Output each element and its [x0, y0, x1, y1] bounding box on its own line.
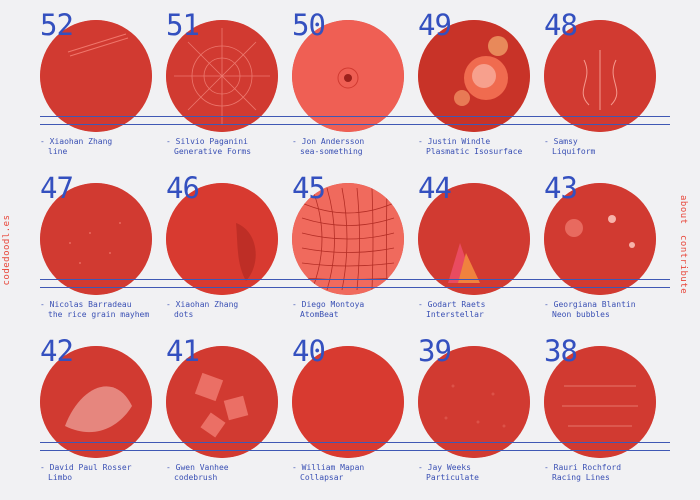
doodle-number: 44 [418, 171, 452, 205]
doodle-author: - Gwen Vanhee [166, 463, 229, 472]
doodle-title: dots [174, 310, 194, 319]
doodle-card[interactable]: 45 - Diego Montoya AtomBeat [292, 171, 418, 334]
doodle-card[interactable]: 51 - Silvio Paganini Generative Forms [166, 8, 292, 171]
doodle-thumbnail [166, 183, 278, 295]
doodle-title: Neon bubbles [552, 310, 610, 319]
doodle-author: - Jay Weeks [418, 463, 471, 472]
doodle-number: 39 [418, 334, 452, 368]
doodle-card[interactable]: 44 - Godart Raets Interstellar [418, 171, 544, 334]
doodle-author: - Justin Windle [418, 137, 491, 146]
doodle-card[interactable]: 46 - Xiaohan Zhang dots [166, 171, 292, 334]
doodle-author: - Godart Raets [418, 300, 486, 309]
doodle-number: 46 [166, 171, 200, 205]
doodle-title: line [48, 147, 68, 156]
doodle-author: - Samsy [544, 137, 578, 146]
doodle-card[interactable]: 43 - Georgiana Blantin Neon bubbles [544, 171, 670, 334]
nav-contribute-link[interactable]: contribute [678, 234, 688, 294]
doodle-thumbnail [40, 20, 152, 132]
doodle-number: 40 [292, 334, 326, 368]
doodle-number: 52 [40, 8, 74, 42]
doodle-thumbnail [292, 183, 404, 295]
doodle-author: - Diego Montoya [292, 300, 365, 309]
doodle-card[interactable]: 41 - Gwen Vanhee codebrush [166, 334, 292, 497]
doodle-title: codebrush [174, 473, 218, 482]
doodle-title: Limbo [48, 473, 73, 482]
doodle-thumbnail [40, 183, 152, 295]
doodle-author: - Silvio Paganini [166, 137, 248, 146]
doodle-card[interactable]: 48 - Samsy Liquiform [544, 8, 670, 171]
doodle-thumbnail [418, 183, 530, 295]
doodle-card[interactable]: 47 - Nicolas Barradeau the rice grain ma… [40, 171, 166, 334]
doodle-title: sea-something [300, 147, 363, 156]
doodle-title: Plasmatic Isosurface [426, 147, 523, 156]
doodle-thumbnail [418, 346, 530, 458]
doodle-title: the rice grain mayhem [48, 310, 150, 319]
doodle-author: - Xiaohan Zhang [40, 137, 113, 146]
doodle-card[interactable]: 50 - Jon Andersson sea-something [292, 8, 418, 171]
doodle-number: 48 [544, 8, 578, 42]
doodle-thumbnail [544, 20, 656, 132]
doodle-card[interactable]: 38 - Rauri Rochford Racing Lines [544, 334, 670, 497]
doodle-author: - David Paul Rosser [40, 463, 132, 472]
doodle-thumbnail [166, 20, 278, 132]
doodle-thumbnail [544, 183, 656, 295]
doodle-card[interactable]: 49 - Justin Windle Plasmatic Isosurface [418, 8, 544, 171]
doodle-author: - Rauri Rochford [544, 463, 622, 472]
doodle-number: 49 [418, 8, 452, 42]
site-logo[interactable]: codedoodl.es [2, 214, 12, 286]
doodle-card[interactable]: 52 - Xiaohan Zhang line [40, 8, 166, 171]
doodle-author: - Xiaohan Zhang [166, 300, 239, 309]
doodle-card[interactable]: 42 - David Paul Rosser Limbo [40, 334, 166, 497]
doodle-title: Liquiform [552, 147, 596, 156]
doodle-number: 45 [292, 171, 326, 205]
doodle-thumbnail [544, 346, 656, 458]
side-nav: about contribute [678, 195, 688, 294]
doodle-number: 43 [544, 171, 578, 205]
doodle-author: - Nicolas Barradeau [40, 300, 132, 309]
doodle-author: - Georgiana Blantin [544, 300, 636, 309]
doodle-number: 51 [166, 8, 200, 42]
doodle-thumbnail [166, 346, 278, 458]
doodle-number: 42 [40, 334, 74, 368]
doodle-number: 38 [544, 334, 578, 368]
doodle-title: Collapsar [300, 473, 344, 482]
doodle-title: Particulate [426, 473, 479, 482]
nav-about-link[interactable]: about [678, 195, 688, 225]
doodle-title: Racing Lines [552, 473, 610, 482]
doodle-number: 50 [292, 8, 326, 42]
doodle-thumbnail [292, 346, 404, 458]
doodle-thumbnail [292, 20, 404, 132]
doodle-title: AtomBeat [300, 310, 339, 319]
doodle-card[interactable]: 39 - Jay Weeks Particulate [418, 334, 544, 497]
doodle-grid: 52 - Xiaohan Zhang line 51 - Silvio Paga… [40, 8, 670, 498]
doodle-title: Generative Forms [174, 147, 252, 156]
doodle-number: 47 [40, 171, 74, 205]
doodle-author: - Jon Andersson [292, 137, 365, 146]
doodle-thumbnail [418, 20, 530, 132]
doodle-card[interactable]: 40 - William Mapan Collapsar [292, 334, 418, 497]
doodle-thumbnail [40, 346, 152, 458]
doodle-title: Interstellar [426, 310, 484, 319]
doodle-number: 41 [166, 334, 200, 368]
doodle-author: - William Mapan [292, 463, 365, 472]
